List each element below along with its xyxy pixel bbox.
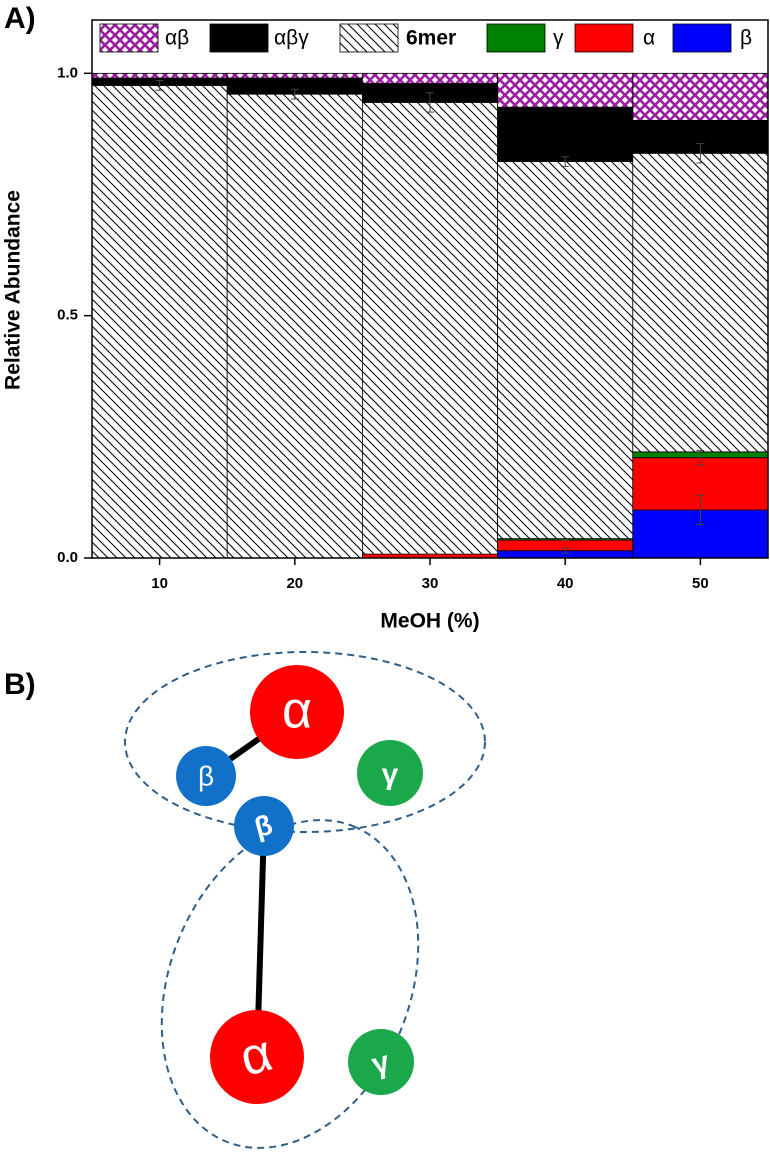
bar-segment <box>497 161 634 540</box>
bar-segment <box>226 93 363 559</box>
panel-label: A) <box>4 2 36 35</box>
legend-swatch <box>339 23 399 53</box>
group-outline <box>124 651 486 833</box>
complex-group: α β γ <box>124 651 486 833</box>
complex-group: α β γ <box>160 796 420 1149</box>
bar-segment <box>497 72 634 108</box>
y-axis-title: Relative Abundance <box>2 190 25 390</box>
gamma-node <box>357 740 423 806</box>
group-outline <box>160 819 420 1149</box>
legend-swatch <box>99 23 159 53</box>
legend-swatch <box>486 23 546 53</box>
alpha-node <box>250 665 344 759</box>
x-tick-label: 40 <box>557 575 574 592</box>
y-tick-label: 1.0 <box>57 64 78 81</box>
legend-label: αβ <box>165 27 189 50</box>
bar-segment <box>632 72 769 121</box>
gamma-node <box>348 1029 414 1095</box>
bar-segment <box>497 106 634 162</box>
alpha-node <box>210 1010 304 1104</box>
x-axis-title: MeOH (%) <box>380 610 479 633</box>
legend-label: αβγ <box>274 27 309 50</box>
bar-segment <box>632 152 769 453</box>
beta-node <box>234 796 294 856</box>
legend-swatch <box>574 23 634 53</box>
bar-segment <box>226 72 363 79</box>
x-tick-label: 50 <box>692 575 709 592</box>
node-label: α <box>282 682 312 740</box>
error-bar <box>426 92 434 113</box>
beta-node <box>176 746 236 806</box>
bar-segment <box>91 85 228 559</box>
error-bar <box>155 80 164 91</box>
plot-frame <box>91 19 769 559</box>
legend-label: γ <box>553 27 564 50</box>
y-tick-label: 0.5 <box>57 307 78 324</box>
y-tick-label: 0.0 <box>57 549 78 566</box>
legend-label: β <box>740 27 752 50</box>
node-label: γ <box>382 758 399 791</box>
panel-label: B) <box>4 668 36 701</box>
bar-segment <box>361 101 498 555</box>
node-label: β <box>198 760 214 791</box>
error-bar <box>561 156 570 167</box>
plot: 10 20 30 40 500.00.51.0αβ αβγ 6mer γ α β <box>57 19 769 592</box>
legend-swatch <box>209 23 269 53</box>
legend-label: α <box>643 27 655 50</box>
x-tick-label: 10 <box>151 575 168 592</box>
error-bar <box>696 494 705 526</box>
error-bar <box>290 88 299 100</box>
bar-segment <box>361 72 498 84</box>
error-bar <box>696 449 705 466</box>
legend-label: 6mer <box>406 27 456 50</box>
x-tick-label: 20 <box>286 575 303 592</box>
legend-swatch <box>672 23 732 53</box>
error-bar <box>561 547 570 554</box>
error-bar <box>696 143 705 164</box>
bar-segment <box>91 72 228 79</box>
x-tick-label: 30 <box>422 575 439 592</box>
